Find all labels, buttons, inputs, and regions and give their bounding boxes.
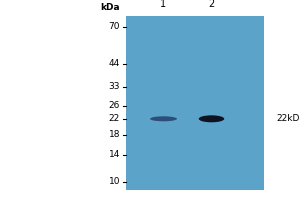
Text: 1: 1 <box>160 0 166 9</box>
Text: 26: 26 <box>109 101 120 110</box>
Text: kDa: kDa <box>100 3 120 12</box>
Text: 18: 18 <box>109 130 120 139</box>
Text: 14: 14 <box>109 150 120 159</box>
Text: 10: 10 <box>109 177 120 186</box>
Text: 2: 2 <box>208 0 214 9</box>
Text: 70: 70 <box>109 22 120 31</box>
Text: 22: 22 <box>109 114 120 123</box>
Text: 44: 44 <box>109 59 120 68</box>
Text: 33: 33 <box>109 82 120 91</box>
Text: 22kDa: 22kDa <box>276 114 300 123</box>
